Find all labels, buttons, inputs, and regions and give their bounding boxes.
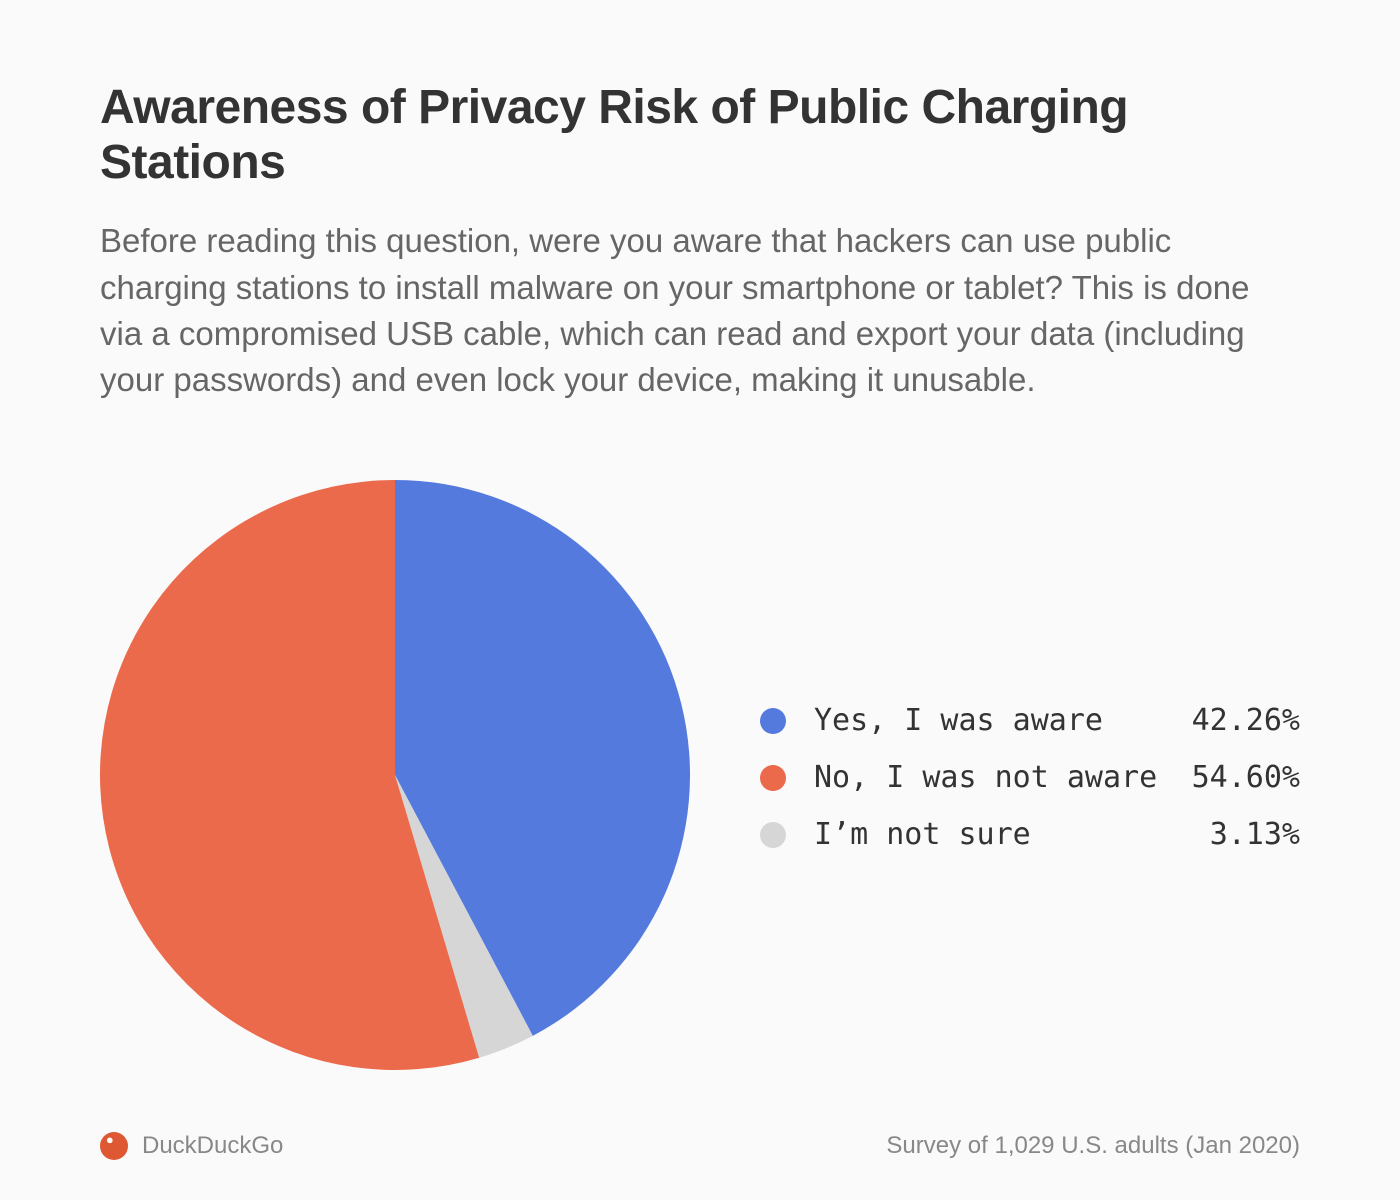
legend-row: Yes, I was aware 42.26% <box>760 703 1300 738</box>
footer: DuckDuckGo Survey of 1,029 U.S. adults (… <box>100 1132 1300 1160</box>
legend: Yes, I was aware 42.26% No, I was not awar… <box>760 681 1300 874</box>
source-text: Survey of 1,029 U.S. adults (Jan 2020) <box>886 1132 1300 1160</box>
legend-label: No, I was not aware <box>814 760 1172 795</box>
legend-swatch <box>760 708 786 734</box>
duckduckgo-logo-icon <box>100 1132 128 1160</box>
legend-row: No, I was not aware 54.60% <box>760 760 1300 795</box>
pie-chart <box>100 480 690 1075</box>
legend-row: I’m not sure 3.13% <box>760 817 1300 852</box>
brand: DuckDuckGo <box>100 1132 283 1160</box>
chart-subtitle: Before reading this question, were you a… <box>100 218 1300 403</box>
legend-value: 42.26% <box>1192 703 1300 738</box>
brand-name: DuckDuckGo <box>142 1132 283 1160</box>
legend-value: 54.60% <box>1192 760 1300 795</box>
legend-value: 3.13% <box>1210 817 1300 852</box>
legend-label: Yes, I was aware <box>814 703 1172 738</box>
chart-title: Awareness of Privacy Risk of Public Char… <box>100 80 1300 190</box>
legend-swatch <box>760 765 786 791</box>
chart-row: Yes, I was aware 42.26% No, I was not awar… <box>100 463 1300 1092</box>
legend-swatch <box>760 822 786 848</box>
legend-label: I’m not sure <box>814 817 1190 852</box>
